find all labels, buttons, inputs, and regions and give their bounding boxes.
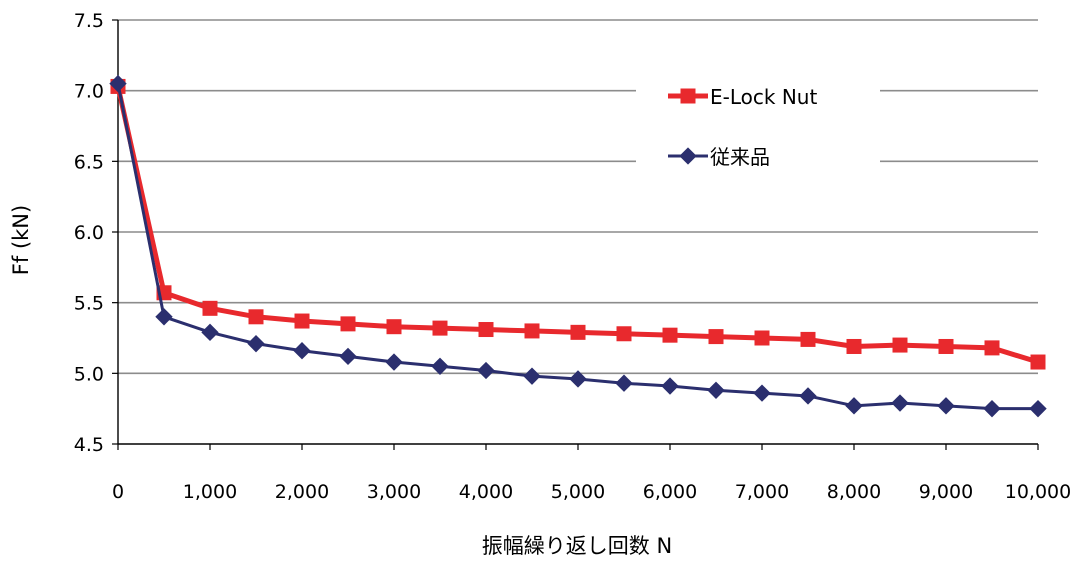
x-tick-label: 2,000 <box>275 481 329 503</box>
y-tick-labels: 4.5 5.0 5.5 6.0 6.5 7.0 7.5 <box>74 10 104 456</box>
legend-label: E-Lock Nut <box>710 85 817 109</box>
series-e-lock-nut <box>110 78 1046 370</box>
square-marker <box>984 340 1000 356</box>
square-marker <box>616 326 632 342</box>
data-series <box>109 74 1047 418</box>
y-tick-label: 6.5 <box>74 151 104 173</box>
diamond-marker <box>891 394 909 412</box>
diamond-marker <box>661 377 679 395</box>
square-marker <box>846 338 862 354</box>
square-marker <box>680 88 696 104</box>
x-tick-label: 3,000 <box>367 481 421 503</box>
square-marker <box>524 323 540 339</box>
square-marker <box>662 327 678 343</box>
gridlines <box>118 19 1038 375</box>
diamond-marker <box>247 334 265 353</box>
x-tick-label: 7,000 <box>735 481 789 503</box>
x-tick-label: 1,000 <box>183 481 237 503</box>
square-marker <box>340 316 356 332</box>
square-marker <box>432 320 448 336</box>
legend-item: E-Lock Nut <box>668 85 817 109</box>
diamond-marker <box>845 397 863 415</box>
square-marker <box>478 322 494 338</box>
series-conventional <box>109 74 1047 418</box>
x-tick-label: 4,000 <box>459 481 513 503</box>
axes <box>112 19 1039 450</box>
x-tick-label: 8,000 <box>827 481 881 503</box>
diamond-marker <box>983 399 1001 418</box>
y-axis-title: Ff (kN) <box>9 205 33 275</box>
legend-item: 従来品 <box>668 145 770 169</box>
diamond-marker <box>201 323 219 342</box>
diamond-marker <box>385 353 403 371</box>
x-axis-title: 振幅繰り返し回数 N <box>482 534 672 558</box>
diamond-marker <box>293 342 311 360</box>
square-marker <box>892 337 908 353</box>
x-tick-label: 9,000 <box>919 481 973 503</box>
x-tick-label: 0 <box>112 481 124 503</box>
diamond-marker <box>109 74 127 93</box>
series-line <box>116 83 1038 411</box>
x-tick-label: 6,000 <box>643 481 697 503</box>
x-tick-labels: 0 1,000 2,000 3,000 4,000 5,000 6,000 7,000 8,00… <box>112 481 1071 503</box>
diamond-marker <box>937 397 955 415</box>
diamond-marker <box>799 387 817 405</box>
diamond-marker <box>615 374 633 392</box>
square-marker <box>708 329 724 345</box>
square-marker <box>248 309 264 325</box>
x-tick-label: 10,000 <box>1005 481 1071 503</box>
y-tick-label: 6.0 <box>74 222 104 244</box>
legend-background <box>636 60 880 200</box>
square-marker <box>938 338 954 354</box>
diamond-marker <box>339 347 357 366</box>
y-tick-label: 7.5 <box>74 10 104 32</box>
diamond-marker <box>679 147 697 165</box>
diamond-marker <box>707 381 725 399</box>
diamond-marker <box>155 308 173 326</box>
y-tick-label: 5.0 <box>74 363 104 385</box>
square-marker <box>202 300 218 316</box>
y-tick-label: 4.5 <box>74 434 104 456</box>
square-marker <box>294 313 310 329</box>
legend-label: 従来品 <box>710 145 770 169</box>
square-marker <box>570 324 586 340</box>
square-marker <box>754 330 770 346</box>
y-tick-label: 7.0 <box>74 81 104 103</box>
square-marker <box>1030 354 1046 370</box>
legend: E-Lock Nut 従来品 <box>636 60 880 200</box>
diamond-marker <box>431 357 449 375</box>
diamond-marker <box>753 384 771 402</box>
square-marker <box>386 319 402 335</box>
x-tick-label: 5,000 <box>551 481 605 503</box>
diamond-marker <box>569 370 587 388</box>
y-tick-label: 5.5 <box>74 293 104 315</box>
diamond-marker <box>1029 399 1047 418</box>
diamond-marker <box>523 367 541 385</box>
square-marker <box>800 331 816 347</box>
diamond-marker <box>477 361 495 380</box>
